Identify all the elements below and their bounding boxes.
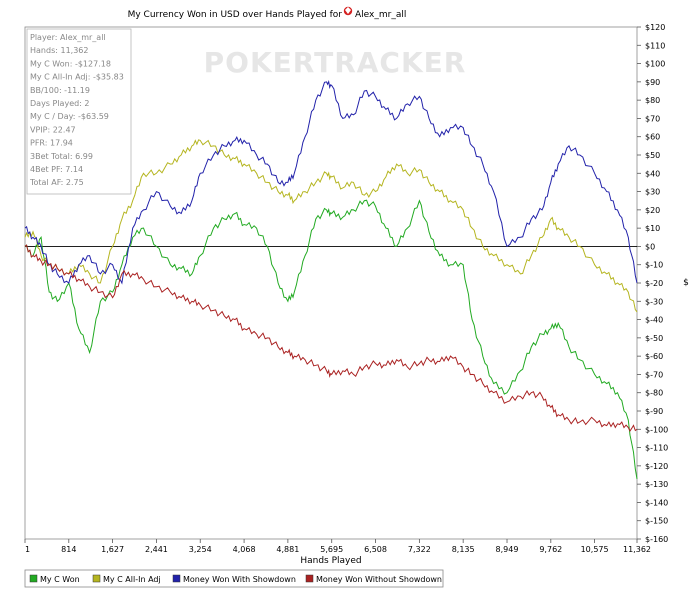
poker-suit-icon (343, 6, 353, 16)
x-axis-title: Hands Played (300, 556, 361, 566)
stats-line: My C / Day: -$63.59 (30, 112, 109, 121)
y-tick-label: $90 (645, 78, 660, 87)
y-tick-label: $-110 (645, 444, 668, 453)
legend-label: Money Won With Showdown (183, 575, 296, 584)
legend-label: Money Won Without Showdown (316, 575, 442, 584)
x-tick-label: 8,949 (496, 545, 519, 554)
legend-swatch (29, 574, 38, 583)
y-tick-label: $110 (645, 41, 665, 50)
stats-line: Hands: 11,362 (30, 46, 88, 55)
series-group (24, 79, 638, 480)
x-tick-label: 1,627 (101, 545, 124, 554)
y-tick-label: $10 (645, 224, 660, 233)
stats-line: My C All-In Adj: -$35.83 (30, 73, 124, 82)
y-tick-label: $-40 (645, 316, 663, 325)
legend: My C Won My C All-In Adj Money Won With Sh… (24, 569, 444, 588)
stats-line: BB/100: -11.19 (30, 86, 90, 95)
x-tick-label: 1 (25, 545, 30, 554)
y-tick-label: $-140 (645, 498, 668, 507)
y-tick-label: $20 (645, 206, 660, 215)
legend-swatch (92, 574, 101, 583)
y-tick-label: $-50 (645, 334, 663, 343)
x-tick-label: 4,068 (233, 545, 256, 554)
chart-player-name: Alex_mr_all (355, 10, 406, 20)
y-tick-label: $80 (645, 96, 660, 105)
y-tick-label: $-10 (645, 261, 663, 270)
y-tick-label: $60 (645, 133, 660, 142)
y-tick-label: $-150 (645, 517, 668, 526)
legend-label: My C All-In Adj (103, 575, 161, 584)
watermark: POKERTRACKER (204, 46, 467, 79)
x-tick-label: 4,881 (276, 545, 299, 554)
stats-line: 4Bet PF: 7.14 (30, 165, 83, 174)
y-tick-label: $-80 (645, 389, 663, 398)
x-tick-label: 11,362 (623, 545, 651, 554)
legend-swatch (305, 574, 314, 583)
x-tick-label: 8,135 (452, 545, 475, 554)
series-line-3 (24, 79, 638, 285)
y-tick-label: $40 (645, 169, 660, 178)
x-tick-label: 9,762 (539, 545, 562, 554)
stats-box-frame (26, 28, 132, 195)
y-tick-label: $-120 (645, 462, 668, 471)
x-tick-label: 10,575 (581, 545, 609, 554)
y-tick-label: $-20 (645, 279, 663, 288)
stats-line: My C Won: -$127.18 (30, 59, 111, 68)
y-tick-label: $30 (645, 188, 660, 197)
legend-swatch (172, 574, 181, 583)
x-tick-label: 7,322 (408, 545, 431, 554)
stats-line: PFR: 17.94 (30, 139, 73, 148)
chart-title: My Currency Won in USD over Hands Played… (128, 10, 343, 20)
x-tick-label: 3,254 (189, 545, 212, 554)
legend-frame (24, 569, 444, 588)
x-tick-label: 5,695 (320, 545, 343, 554)
y-tick-label: $-70 (645, 370, 663, 379)
y-tick-label: $70 (645, 114, 660, 123)
series-line-1 (24, 199, 638, 480)
y-tick-label: $100 (645, 60, 665, 69)
stats-line: Player: Alex_mr_all (30, 33, 106, 42)
x-tick-label: 2,441 (145, 545, 168, 554)
y-tick-label: $120 (645, 23, 665, 32)
series-line-4 (24, 244, 638, 433)
stats-box: Player: Alex_mr_all Hands: 11,362 My C Won… (26, 28, 132, 195)
stats-line: 3Bet Total: 6.99 (30, 152, 93, 161)
y-tick-label: $-130 (645, 480, 668, 489)
y-axis-title: $ (683, 278, 689, 288)
stats-line: Total AF: 2.75 (29, 178, 84, 187)
y-tick-label: $0 (645, 242, 655, 251)
stats-line: Days Played: 2 (30, 99, 90, 108)
series-line-2 (24, 139, 638, 313)
y-tick-label: $-90 (645, 407, 663, 416)
stats-line: VPIP: 22.47 (30, 125, 76, 134)
x-tick-label: 6,508 (364, 545, 387, 554)
x-axis: 1 814 1,627 2,441 3,254 4,068 4,881 5,695 6,508 7… (24, 539, 651, 554)
y-tick-label: $50 (645, 151, 660, 160)
y-tick-label: $-100 (645, 425, 668, 434)
y-axis: $120 $110 $100 $90 $80 $70 $60 $50 $40 $30 $20 $10 $… (637, 23, 668, 544)
y-tick-label: $-60 (645, 352, 663, 361)
legend-label: My C Won (40, 575, 80, 584)
y-tick-label: $-30 (645, 297, 663, 306)
x-tick-label: 814 (61, 545, 76, 554)
y-tick-label: $-160 (645, 535, 668, 544)
